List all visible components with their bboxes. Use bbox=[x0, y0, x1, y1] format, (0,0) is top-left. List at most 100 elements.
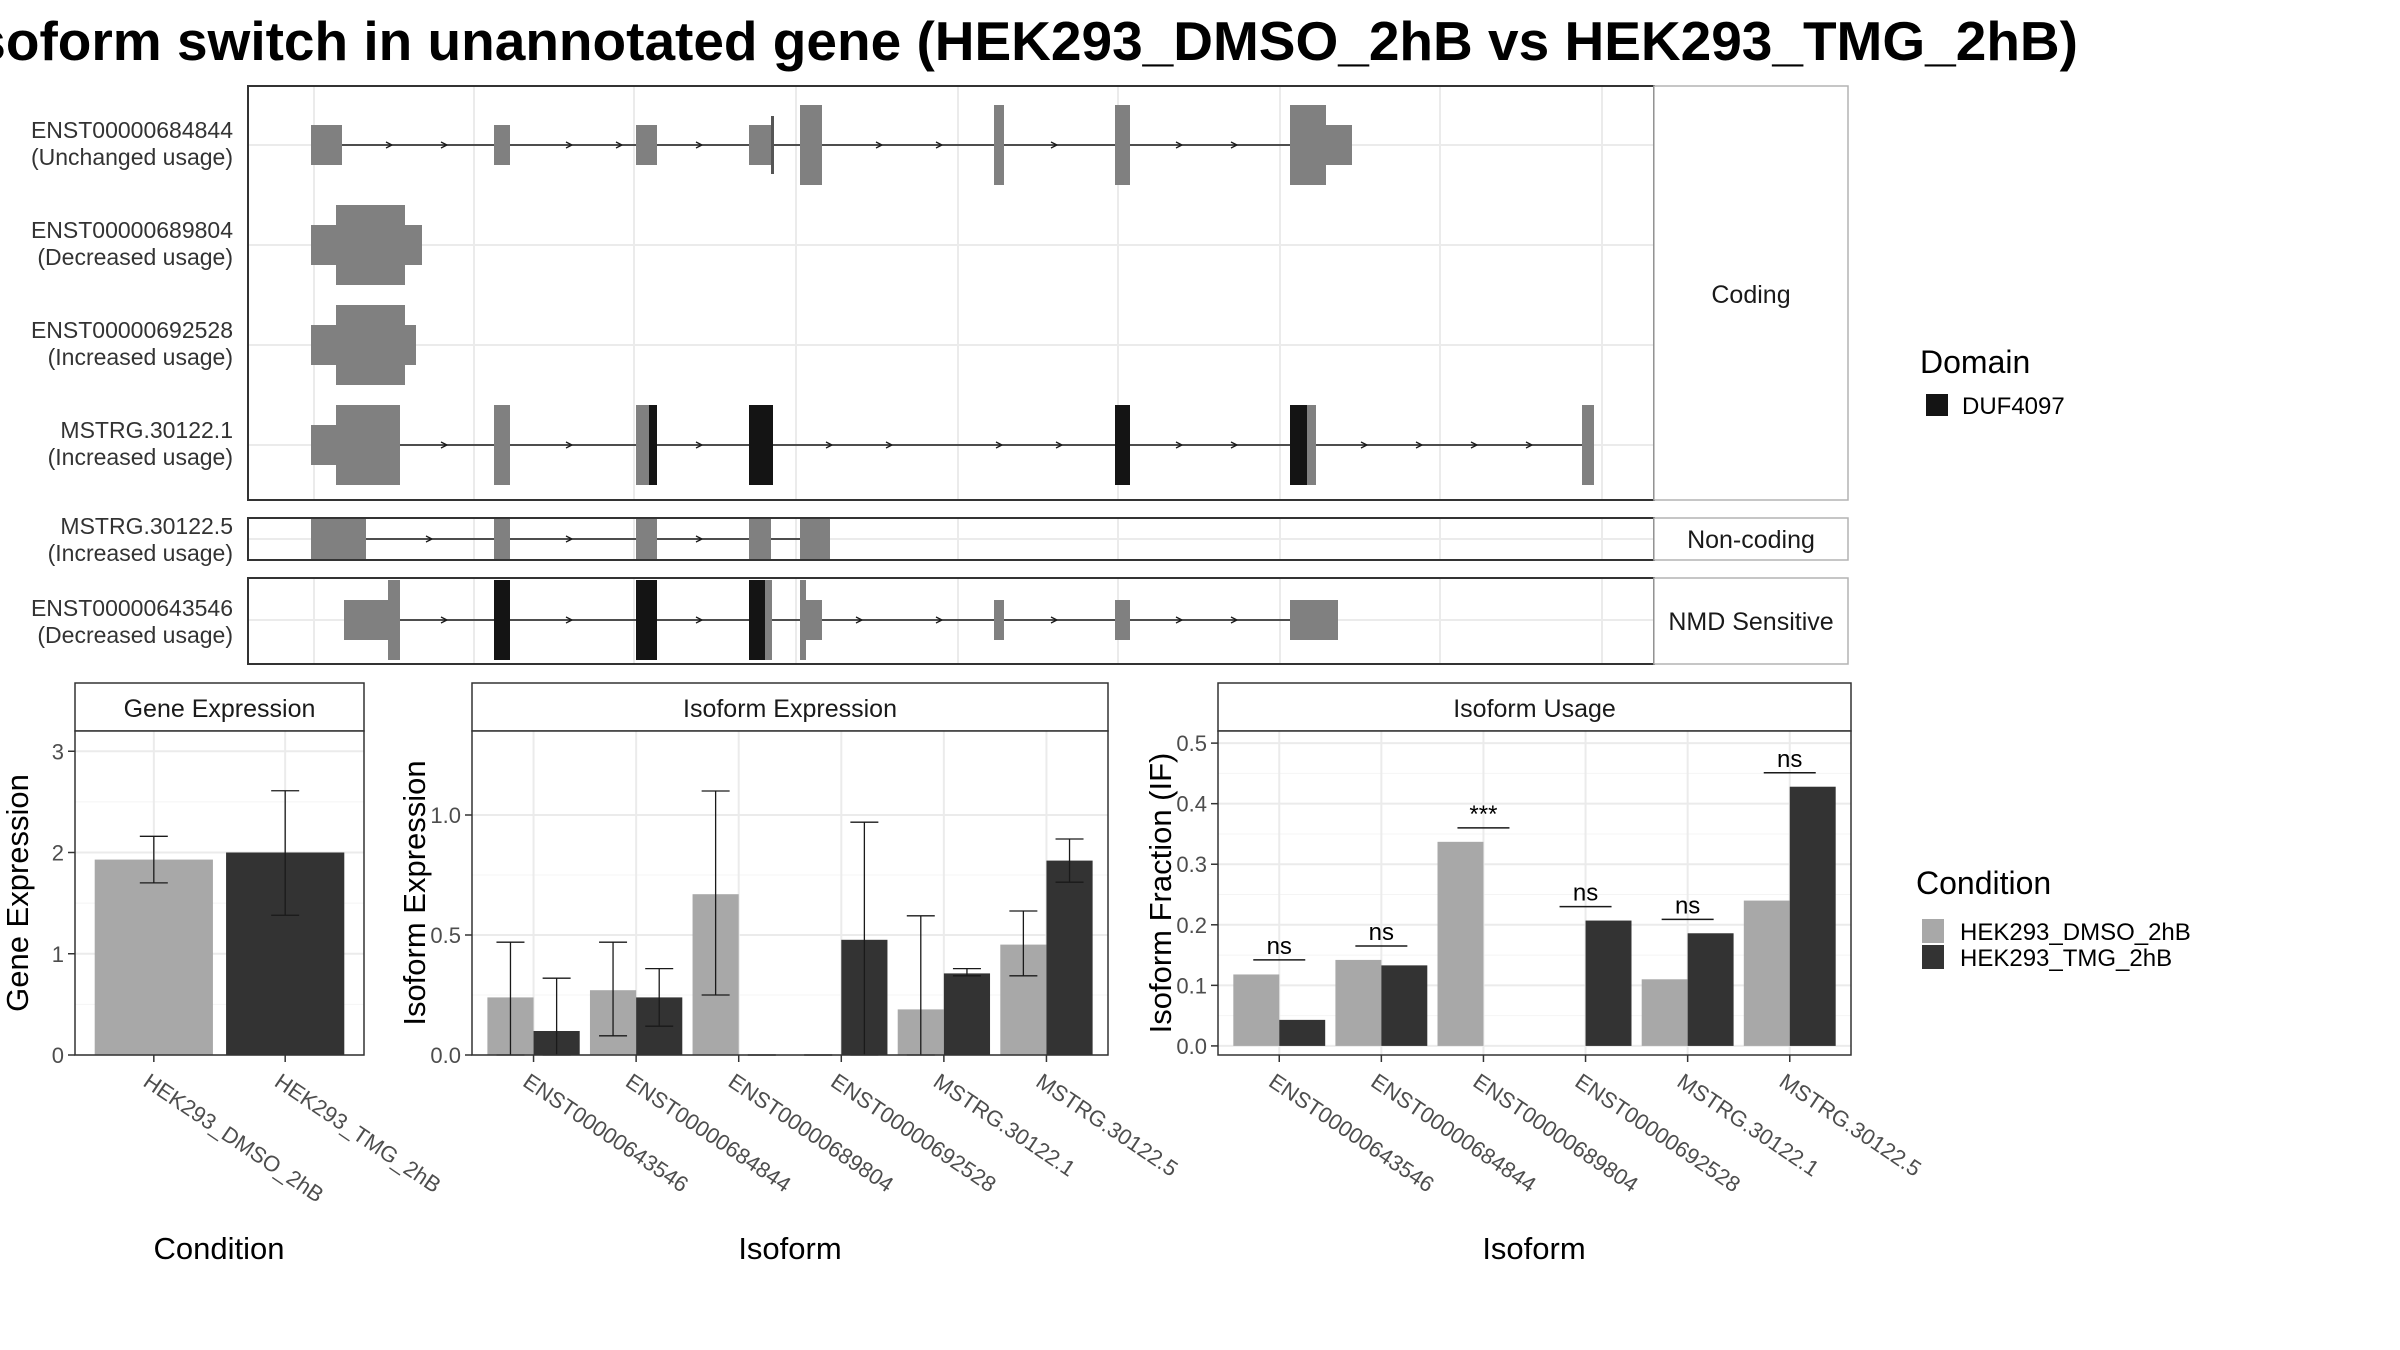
bar bbox=[1743, 900, 1790, 1046]
panel-border bbox=[1217, 730, 1852, 1056]
exon-block bbox=[336, 305, 405, 385]
exon-block bbox=[494, 519, 510, 559]
exon-block bbox=[1582, 405, 1594, 485]
nmd-strip-box bbox=[1653, 577, 1849, 665]
intron-arrow bbox=[385, 141, 394, 149]
isoform-expression-chart: Isoform Expression 0.0 0.5 1.0 ENST000006435… bbox=[397, 682, 1182, 1266]
y-tick-label: 0.4 bbox=[1176, 792, 1207, 817]
exon-block bbox=[1307, 405, 1316, 485]
significance-label: ns bbox=[1573, 880, 1598, 907]
significance-label: *** bbox=[1469, 801, 1497, 828]
intron-arrow bbox=[565, 441, 574, 449]
exon-block bbox=[494, 405, 510, 485]
intron-arrow bbox=[885, 441, 894, 449]
y-tick-label: 1 bbox=[52, 942, 64, 967]
exon-block bbox=[800, 105, 822, 185]
x-axis-title: Condition bbox=[154, 1231, 285, 1266]
y-tick-label: 0.1 bbox=[1176, 973, 1207, 998]
y-tick-label: 0 bbox=[52, 1043, 64, 1068]
x-axis-title: Isoform bbox=[1482, 1231, 1585, 1266]
panel-border bbox=[471, 730, 1109, 1056]
significance-label: ns bbox=[1675, 892, 1700, 919]
intron-arrow bbox=[615, 141, 624, 149]
transcript-structure-panel: Coding Non-coding NMD Sensitive ENST0000… bbox=[31, 85, 1849, 665]
exon-block bbox=[749, 519, 771, 559]
exon-block bbox=[388, 580, 400, 660]
exon-block bbox=[806, 600, 822, 640]
exon-block bbox=[636, 125, 657, 165]
noncoding-strip-label: Non-coding bbox=[1687, 526, 1815, 554]
exon-block bbox=[749, 125, 771, 165]
domain-exon bbox=[636, 580, 657, 660]
intron-arrow bbox=[875, 141, 884, 149]
exon-block bbox=[1290, 105, 1326, 185]
exon-block bbox=[336, 405, 400, 485]
intron-arrow bbox=[565, 535, 574, 543]
bar bbox=[1335, 959, 1382, 1046]
condition-legend: Condition HEK293_DMSO_2hB HEK293_TMG_2hB bbox=[1916, 865, 2191, 972]
intron-arrow bbox=[1050, 141, 1059, 149]
x-tick-label: ENST00000643546 bbox=[1264, 1068, 1438, 1197]
tx-label-id: ENST00000692528 bbox=[31, 317, 233, 343]
exon-block bbox=[800, 519, 830, 559]
significance-label: ns bbox=[1777, 746, 1802, 773]
intron-arrow bbox=[1175, 141, 1184, 149]
y-tick-label: 3 bbox=[52, 739, 64, 764]
bar bbox=[1046, 860, 1093, 1055]
tx-label-usage: (Increased usage) bbox=[48, 540, 233, 566]
intron-arrow bbox=[695, 616, 704, 624]
panel-strip bbox=[74, 682, 365, 732]
panel-strip bbox=[1217, 682, 1852, 732]
intron-arrow bbox=[695, 141, 704, 149]
exon-block bbox=[311, 225, 336, 265]
intron-arrow bbox=[995, 441, 1004, 449]
exon-block bbox=[636, 405, 649, 485]
intron-arrow bbox=[1525, 441, 1534, 449]
domain-legend-item: DUF4097 bbox=[1962, 393, 2065, 420]
x-axis-title: Isoform bbox=[738, 1231, 841, 1266]
x-tick-label: ENST00000684844 bbox=[1367, 1068, 1541, 1197]
exon-block bbox=[311, 425, 336, 465]
intron-arrow bbox=[855, 616, 864, 624]
y-tick-label: 0.3 bbox=[1176, 852, 1207, 877]
intron-arrow bbox=[565, 616, 574, 624]
condition-legend-item: HEK293_TMG_2hB bbox=[1960, 945, 2172, 972]
exon-block bbox=[994, 600, 1004, 640]
intron-arrow bbox=[565, 141, 574, 149]
coding-panel bbox=[247, 85, 1655, 501]
bar bbox=[1233, 974, 1280, 1046]
exon-block bbox=[994, 105, 1004, 185]
x-tick-label: ENST00000643546 bbox=[519, 1068, 693, 1197]
significance-label: ns bbox=[1267, 933, 1292, 960]
domain-exon bbox=[1115, 405, 1130, 485]
intron-arrow bbox=[1470, 441, 1479, 449]
domain-legend-key bbox=[1926, 394, 1948, 416]
bar bbox=[1381, 965, 1428, 1046]
tx-label-id: ENST00000689804 bbox=[31, 217, 233, 243]
y-tick-label: 0.5 bbox=[430, 923, 461, 948]
condition-legend-key-tmg bbox=[1922, 945, 1944, 969]
domain-legend-title: Domain bbox=[1920, 344, 2030, 380]
tx-label-usage: (Unchanged usage) bbox=[31, 144, 233, 170]
condition-legend-key-dmso bbox=[1922, 919, 1944, 943]
exon-block bbox=[344, 600, 388, 640]
panel-title: Gene Expression bbox=[124, 695, 316, 723]
domain-exon bbox=[749, 580, 765, 660]
tx-label-usage: (Increased usage) bbox=[48, 344, 233, 370]
intron-arrow bbox=[1360, 441, 1369, 449]
y-axis-title: Isoform Fraction (IF) bbox=[1143, 753, 1178, 1034]
bar bbox=[1641, 979, 1688, 1046]
bar bbox=[1437, 841, 1484, 1046]
tx-label-id: ENST00000684844 bbox=[31, 117, 233, 143]
exon-block bbox=[311, 125, 342, 165]
exon-block bbox=[1326, 125, 1352, 165]
figure-title: Isoform switch in unannotated gene (HEK2… bbox=[0, 10, 2078, 72]
domain-exon bbox=[749, 405, 773, 485]
domain-exon bbox=[1290, 405, 1307, 485]
bar bbox=[1279, 1019, 1326, 1046]
exon-block bbox=[405, 225, 422, 265]
intron-arrow bbox=[1230, 441, 1239, 449]
x-tick-label: ENST00000692528 bbox=[826, 1068, 1000, 1197]
exon-block bbox=[405, 325, 416, 365]
